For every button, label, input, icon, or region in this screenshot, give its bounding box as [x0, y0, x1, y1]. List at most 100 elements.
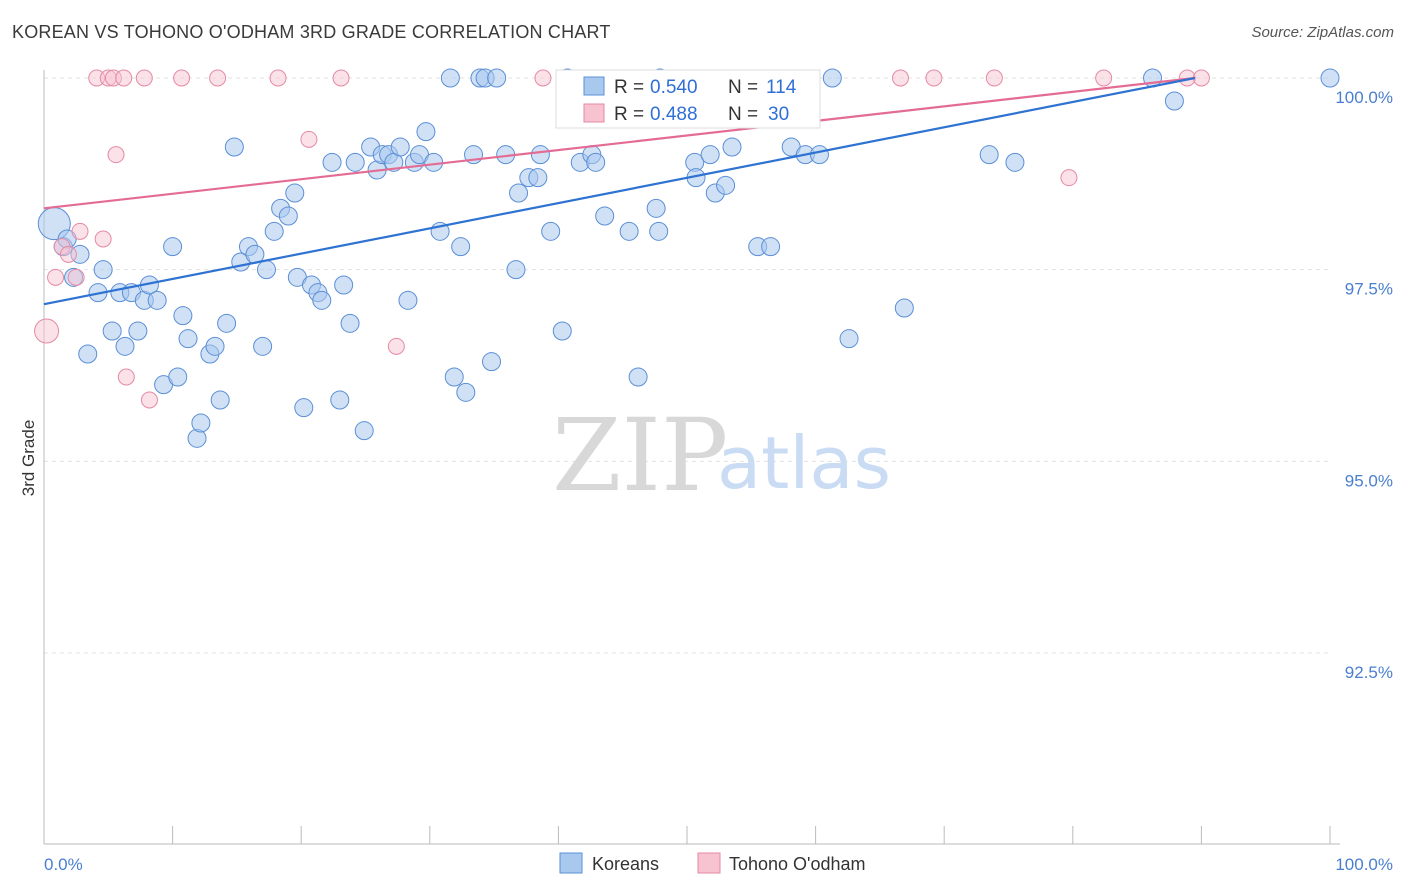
korean-point [528, 168, 548, 188]
tohono-point [67, 268, 85, 286]
korean-point [345, 152, 365, 172]
korean-point [1005, 152, 1025, 172]
korean-point [173, 306, 193, 326]
tohono-point [1192, 69, 1210, 87]
korean-point [530, 145, 550, 165]
korean-point [700, 145, 720, 165]
top-legend: R = 0.540 N = 114 R = 0.488 N = 30 [555, 69, 821, 129]
tohono-point [115, 69, 133, 87]
korean-point [1164, 91, 1184, 111]
tohono-point [1060, 169, 1078, 187]
korean-point [102, 321, 122, 341]
korean-point [506, 260, 526, 280]
korean-point [168, 367, 188, 387]
watermark-zip: ZIP [552, 397, 728, 514]
korean-point [294, 398, 314, 418]
korean-point [722, 137, 742, 157]
bottom-legend: Koreans Tohono O'odham [559, 852, 866, 874]
tohono-point [891, 69, 909, 87]
legend-r-label-tohono: R = [614, 104, 644, 125]
legend-n-value-tohono: 30 [768, 104, 789, 125]
korean-point [440, 68, 460, 88]
korean-point [809, 145, 829, 165]
tohono-point [534, 69, 552, 87]
bottom-legend-swatch-koreans [559, 852, 583, 874]
legend-r-value-tohono: 0.488 [650, 104, 698, 125]
korean-point [646, 198, 666, 218]
korean-point [217, 313, 237, 333]
korean-point [253, 336, 273, 356]
tohono-point [925, 69, 943, 87]
korean-point [285, 183, 305, 203]
tohono-point [300, 130, 318, 148]
korean-point [264, 221, 284, 241]
korean-point [390, 137, 410, 157]
tohono-point [985, 69, 1003, 87]
korean-point [619, 221, 639, 241]
korean-point [552, 321, 572, 341]
korean-point [354, 421, 374, 441]
korean-point [224, 137, 244, 157]
x-tick-label-max: 100.0% [1335, 855, 1393, 874]
tohono-point [269, 69, 287, 87]
legend-n-label-tohono: N = [728, 104, 758, 125]
korean-point [628, 367, 648, 387]
watermark: ZIP atlas [552, 397, 891, 514]
y-axis-label: 3rd Grade [19, 420, 38, 497]
korean-point [456, 382, 476, 402]
legend-r-value-koreans: 0.540 [650, 77, 698, 98]
korean-point [487, 68, 507, 88]
korean-point [178, 329, 198, 349]
korean-point [451, 237, 471, 257]
tohono-trendline [43, 76, 1196, 210]
chart-title: KOREAN VS TOHONO O'ODHAM 3RD GRADE CORRE… [12, 22, 611, 42]
korean-point [509, 183, 529, 203]
legend-n-value-koreans: 114 [766, 77, 797, 98]
korean-trendline [43, 76, 1196, 306]
legend-swatch-koreans [583, 76, 605, 96]
korean-point [444, 367, 464, 387]
x-ticks [172, 826, 1331, 844]
korean-point [595, 206, 615, 226]
korean-point [649, 221, 669, 241]
korean-point [541, 221, 561, 241]
korean-point [334, 275, 354, 295]
tohono-point [59, 245, 77, 263]
tohono-point [117, 368, 135, 386]
korean-point [416, 122, 436, 142]
tohono-point [332, 69, 350, 87]
korean-point [761, 237, 781, 257]
korean-point [163, 237, 183, 257]
korean-point [278, 206, 298, 226]
korean-point [191, 413, 211, 433]
korean-point [979, 145, 999, 165]
korean-point [839, 329, 859, 349]
korean-point [398, 290, 418, 310]
korean-point [1320, 68, 1340, 88]
x-tick-label-min: 0.0% [44, 855, 83, 874]
legend-n-label-koreans: N = [728, 77, 758, 98]
y-tick-label: 97.5% [1345, 280, 1393, 299]
y-tick-label: 100.0% [1335, 88, 1393, 107]
tohono-point [71, 222, 89, 240]
korean-point [716, 175, 736, 195]
korean-point [424, 152, 444, 172]
trendlines [43, 76, 1196, 306]
bottom-legend-swatch-tohono [697, 852, 721, 874]
axes [43, 70, 1340, 845]
korean-point [93, 260, 113, 280]
korean-point [205, 336, 225, 356]
y-tick-label: 92.5% [1345, 663, 1393, 682]
korean-point [147, 290, 167, 310]
korean-point [312, 290, 332, 310]
tohono-point [47, 268, 65, 286]
korean-point [322, 152, 342, 172]
y-tick-labels: 100.0% 97.5% 95.0% 92.5% [1335, 88, 1393, 682]
bottom-legend-label-tohono: Tohono O'odham [729, 854, 866, 874]
source-label: Source: ZipAtlas.com [1251, 24, 1394, 41]
korean-point [330, 390, 350, 410]
korean-point [128, 321, 148, 341]
korean-point [78, 344, 98, 364]
tohono-point [107, 146, 125, 164]
